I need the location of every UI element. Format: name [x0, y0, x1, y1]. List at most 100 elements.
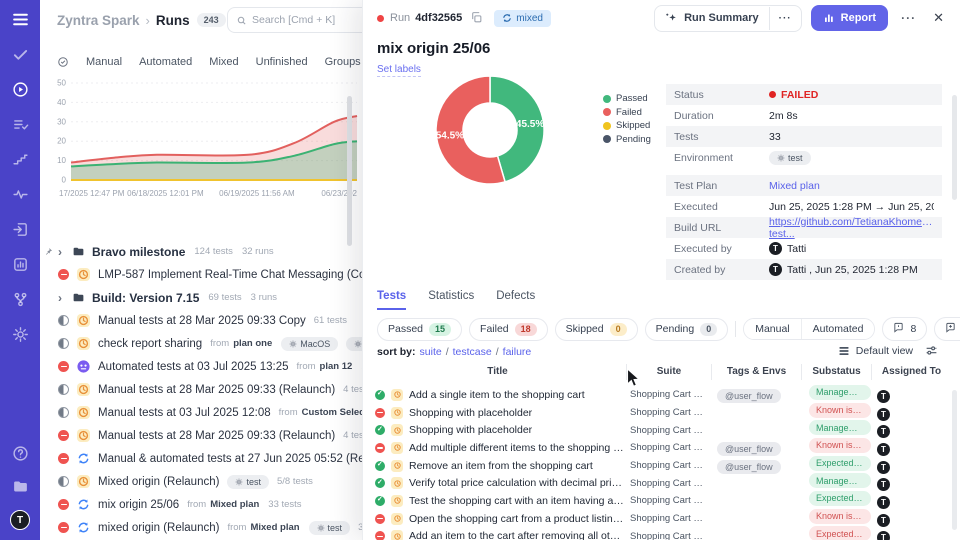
assignee-avatar[interactable]: T — [877, 513, 890, 527]
run-summary-button[interactable]: Run Summary ··· — [654, 4, 802, 32]
assignee-avatar[interactable]: T — [877, 460, 890, 474]
folder-title[interactable]: Bravo milestone — [92, 244, 186, 259]
column-header-title[interactable]: Title — [487, 366, 508, 377]
comment-plus-filter[interactable]: 15 — [934, 317, 960, 341]
test-title[interactable]: Verify total price calculation with deci… — [409, 477, 626, 490]
run-row[interactable]: Manual tests at 03 Jul 2025 12:08 from Cus… — [40, 401, 362, 424]
run-row[interactable]: LMP-587 Implement Real-Time Chat Messagi… — [40, 263, 362, 286]
test-title[interactable]: Shopping with placeholder — [409, 406, 533, 419]
report-button[interactable]: Report — [810, 5, 889, 31]
run-folder-row[interactable]: › Bravo milestone 124 tests 32 runs — [40, 240, 362, 263]
test-title[interactable]: Remove an item from the shopping cart — [409, 459, 593, 472]
test-row[interactable]: Remove an item from the shopping cart Sho… — [369, 455, 951, 475]
run-folder-row[interactable]: › Build: Version 7.15 69 tests 3 runs — [40, 286, 362, 309]
sidebar-item-projects[interactable] — [8, 477, 32, 501]
sidebar-item-check[interactable] — [8, 45, 32, 69]
chevron-right-icon[interactable]: › — [58, 244, 62, 259]
run-row[interactable]: Manual & automated tests at 27 Jun 2025 … — [40, 447, 362, 470]
sidebar-item-menu[interactable] — [8, 10, 32, 34]
tab-unfinished[interactable]: Unfinished — [255, 56, 308, 68]
run-title[interactable]: Manual tests at 03 Jul 2025 12:08 — [98, 406, 271, 419]
tab-automated[interactable]: Automated — [139, 56, 193, 68]
sidebar-item-checklist[interactable] — [8, 115, 32, 139]
sidebar-item-pulse[interactable] — [8, 185, 32, 209]
assignee-avatar[interactable]: T — [877, 478, 890, 492]
run-title[interactable]: check report sharing — [98, 337, 203, 350]
filter-chip-pending[interactable]: Pending 0 — [644, 317, 729, 341]
column-header-substatus[interactable]: Substatus — [801, 364, 871, 380]
column-header-assigned-to[interactable]: Assigned To — [871, 364, 951, 380]
filter-chip-passed[interactable]: Passed 15 — [377, 317, 463, 341]
run-row[interactable]: Manual tests at 28 Mar 2025 09:33 Copy 61… — [40, 309, 362, 332]
assignee-avatar[interactable]: T — [877, 407, 890, 421]
assignee-avatar[interactable]: T — [877, 442, 890, 456]
history-check-icon[interactable] — [57, 56, 69, 68]
sort-link-testcase[interactable]: testcase — [452, 346, 492, 358]
sidebar-item-runs[interactable] — [8, 80, 32, 104]
sidebar-item-help[interactable] — [8, 444, 32, 468]
detail-link[interactable]: Mixed plan — [769, 179, 820, 192]
run-title[interactable]: Automated tests at 03 Jul 2025 13:25 — [98, 360, 289, 373]
tab-mixed[interactable]: Mixed — [209, 56, 239, 68]
column-header-tags-envs[interactable]: Tags & Envs — [711, 364, 801, 380]
column-header-suite[interactable]: Suite — [626, 364, 711, 380]
test-row[interactable]: Open the shopping cart from a product li… — [369, 508, 951, 528]
from-plan-name[interactable]: plan one — [233, 338, 273, 349]
assignee-avatar[interactable]: T — [877, 531, 890, 540]
sidebar-item-import[interactable] — [8, 220, 32, 244]
run-row[interactable]: Manual tests at 28 Mar 2025 09:33 (Relau… — [40, 424, 362, 447]
run-summary-more-button[interactable]: ··· — [768, 6, 801, 30]
copy-icon[interactable] — [470, 11, 484, 25]
run-row[interactable]: mix origin 25/06 from Mixed plan 33 tests — [40, 493, 362, 516]
sidebar-item-analytics[interactable] — [8, 255, 32, 279]
filter-manual-button[interactable]: Manual — [744, 319, 801, 339]
breadcrumb-page[interactable]: Runs — [155, 12, 190, 28]
run-title[interactable]: mix origin 25/06 — [98, 498, 180, 511]
close-details-button[interactable]: ✕ — [933, 10, 944, 25]
filter-chip-failed[interactable]: Failed 18 — [469, 317, 548, 341]
test-row[interactable]: Verify total price calculation with deci… — [369, 473, 951, 492]
runs-panel-scrollbar[interactable] — [347, 96, 352, 246]
test-row[interactable]: Add an item to the cart after removing a… — [369, 526, 951, 540]
tab-tests[interactable]: Tests — [377, 290, 407, 310]
sidebar-item-gear[interactable] — [8, 325, 32, 349]
breadcrumb-project[interactable]: Zyntra Spark — [57, 12, 140, 28]
comment-exclamation-filter[interactable]: 8 — [882, 317, 928, 341]
test-title[interactable]: Add a single item to the shopping cart — [409, 388, 585, 401]
run-row[interactable]: Mixed origin (Relaunch) test 5/8 tests — [40, 470, 362, 493]
from-plan-name[interactable]: plan 12 — [319, 361, 353, 372]
test-row[interactable]: Add a single item to the shopping cart Sh… — [369, 384, 951, 404]
test-row[interactable]: Add multiple different items to the shop… — [369, 437, 951, 457]
run-title[interactable]: Manual & automated tests at 27 Jun 2025 … — [98, 452, 362, 465]
test-row[interactable]: Shopping with placeholder Shopping Cart @… — [369, 420, 951, 439]
run-row[interactable]: Manual tests at 28 Mar 2025 09:33 (Relau… — [40, 378, 362, 401]
details-scrollbar[interactable] — [952, 95, 957, 200]
test-title[interactable]: Add multiple different items to the shop… — [409, 441, 626, 454]
sidebar-item-branch[interactable] — [8, 290, 32, 314]
sort-link-suite[interactable]: suite — [419, 346, 442, 358]
set-labels-link[interactable]: Set labels — [377, 64, 421, 77]
sort-link-failure[interactable]: failure — [502, 346, 532, 358]
test-title[interactable]: Open the shopping cart from a product li… — [409, 512, 626, 525]
run-title[interactable]: LMP-587 Implement Real-Time Chat Messagi… — [98, 268, 362, 281]
user-avatar[interactable]: T — [10, 510, 30, 530]
test-title[interactable]: Shopping with placeholder — [409, 424, 533, 437]
detail-link[interactable]: https://github.com/TetianaKhomenko/Load-… — [769, 215, 934, 240]
from-plan-name[interactable]: Mixed plan — [210, 499, 260, 510]
test-row[interactable]: Test the shopping cart with an item havi… — [369, 490, 951, 510]
assignee-avatar[interactable]: T — [877, 389, 890, 403]
folder-title[interactable]: Build: Version 7.15 — [92, 290, 200, 305]
columns-settings-button[interactable] — [925, 344, 938, 357]
assignee-avatar[interactable]: T — [877, 495, 890, 509]
run-title[interactable]: Manual tests at 28 Mar 2025 09:33 (Relau… — [98, 429, 336, 442]
run-title[interactable]: Mixed origin (Relaunch) — [98, 475, 220, 488]
tab-statistics[interactable]: Statistics — [428, 290, 475, 302]
search-input[interactable] — [252, 14, 362, 26]
from-plan-name[interactable]: Custom Selection — [301, 407, 362, 418]
test-title[interactable]: Test the shopping cart with an item havi… — [409, 494, 626, 507]
tab-defects[interactable]: Defects — [496, 290, 536, 302]
tab-manual[interactable]: Manual — [86, 56, 123, 68]
assignee-avatar[interactable]: T — [877, 425, 890, 439]
test-row[interactable]: Shopping with placeholder Shopping Cart @… — [369, 402, 951, 422]
